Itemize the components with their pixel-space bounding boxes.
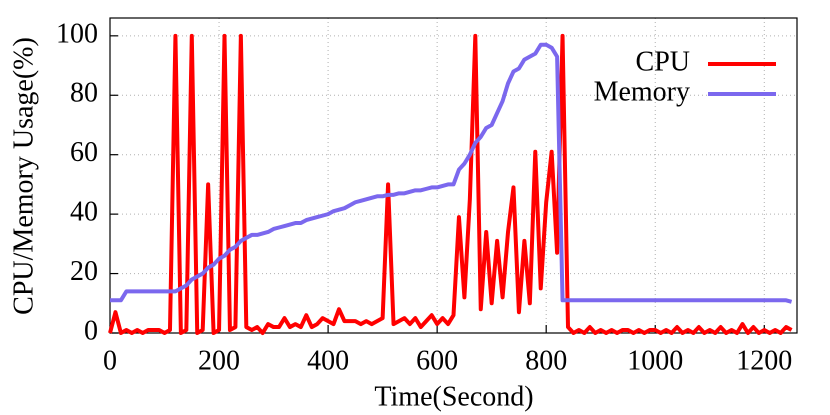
- x-tick-label: 600: [416, 345, 458, 376]
- plot-area: [108, 33, 793, 335]
- legend-label: CPU: [636, 46, 690, 77]
- x-tick-label: 200: [198, 345, 240, 376]
- y-tick-label: 100: [56, 18, 98, 49]
- legend-label: Memory: [594, 76, 690, 107]
- line-series: [110, 42, 793, 304]
- x-tick-label: 1200: [736, 345, 792, 376]
- y-tick-label: 80: [70, 78, 98, 109]
- plot-frame: [109, 17, 798, 334]
- x-tick-label: 800: [525, 345, 567, 376]
- y-tick-label: 60: [70, 137, 98, 168]
- x-axis-label: Time(Second): [374, 381, 533, 412]
- line-series: [108, 33, 793, 335]
- y-tick-label: 40: [70, 197, 98, 228]
- y-tick-label: 0: [84, 315, 98, 346]
- x-tick-label: 400: [307, 345, 349, 376]
- y-axis-label: CPU/Memory Usage(%): [8, 37, 39, 315]
- x-tick-label: 0: [103, 345, 117, 376]
- y-tick-label: 20: [70, 256, 98, 287]
- x-tick-label: 1000: [627, 345, 683, 376]
